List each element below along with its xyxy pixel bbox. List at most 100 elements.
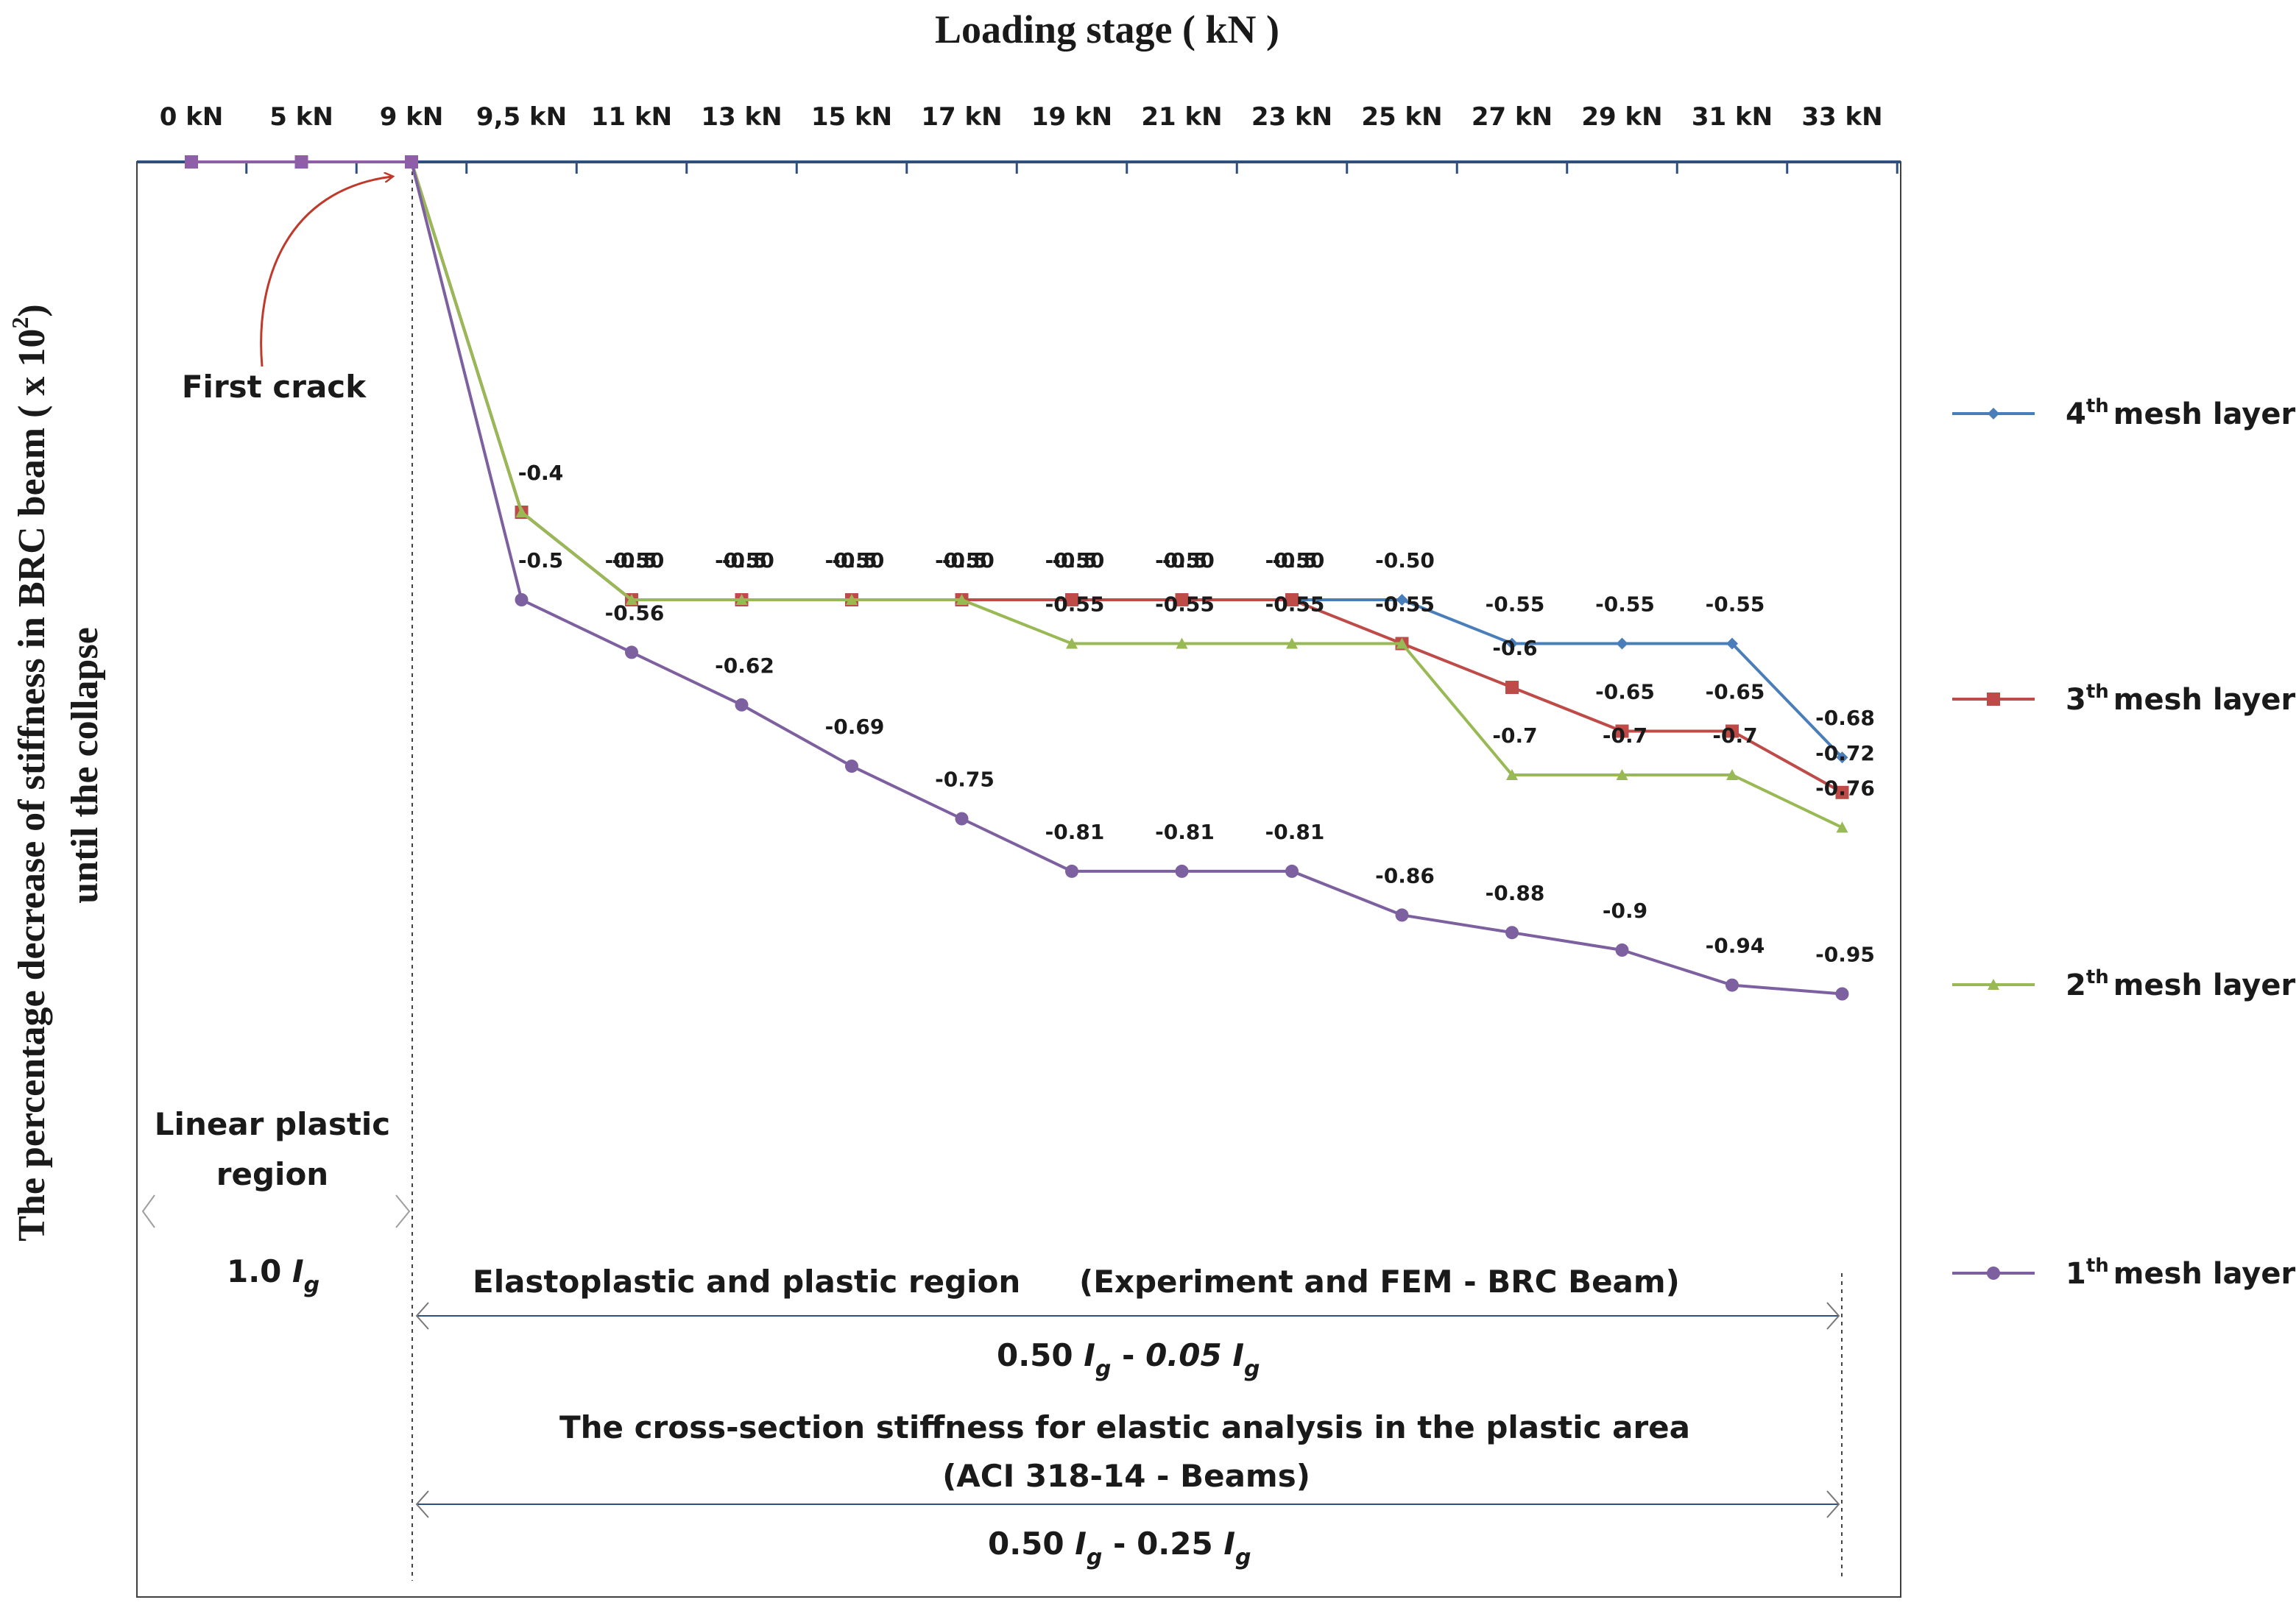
data-point [1616, 637, 1628, 650]
data-label: -0.50 [825, 548, 885, 573]
x-tick-label: 33 kN [1801, 102, 1882, 132]
data-label: -0.55 [1265, 592, 1325, 617]
data-point [1396, 637, 1408, 649]
data-point [626, 594, 637, 605]
data-label: -0.55 [1375, 592, 1435, 617]
data-label: -0.55 [1706, 592, 1765, 617]
data-point [1987, 693, 2000, 706]
data-point [1505, 926, 1519, 940]
data-point [846, 594, 858, 605]
data-label: -0.5 [1272, 548, 1317, 573]
data-label: -0.72 [1815, 741, 1875, 765]
x-tick-label: 5 kN [269, 102, 333, 132]
data-label: -0.50 [1265, 548, 1325, 573]
data-point [515, 506, 528, 517]
data-label: -0.50 [1375, 548, 1435, 573]
x-tick-label: 23 kN [1251, 102, 1332, 132]
plot-area-frame [136, 161, 1901, 1598]
data-point [1176, 637, 1188, 649]
legend-item-1: 1th mesh layer [1952, 1255, 2295, 1291]
data-label: -0.5 [832, 548, 877, 573]
data-point [1395, 908, 1409, 922]
data-label: -0.50 [715, 548, 774, 573]
aci-description: The cross-section stiffness for elastic … [559, 1409, 1690, 1445]
data-label: -0.62 [715, 654, 774, 678]
data-label: -0.81 [1155, 820, 1215, 844]
data-label: -0.5 [832, 548, 877, 573]
data-label: -0.81 [1265, 820, 1325, 844]
legend-label: 1th mesh layer [2066, 1255, 2295, 1291]
data-label: -0.4 [518, 461, 563, 485]
data-point [515, 593, 529, 606]
data-label: -0.95 [1815, 943, 1875, 967]
data-label: -0.4 [518, 461, 563, 485]
data-label: -0.5 [612, 548, 657, 573]
linear-region-span [141, 1194, 411, 1228]
data-point [405, 155, 418, 169]
x-tick-label: 31 kN [1692, 102, 1773, 132]
data-point [1285, 593, 1299, 606]
y-axis-label-line2: until the collapse [64, 627, 106, 904]
linear-region-value: 1.0 Ig [227, 1253, 319, 1298]
data-point [1396, 594, 1408, 606]
x-tick-label: 11 kN [591, 102, 672, 132]
data-label: -0.9 [1603, 899, 1647, 923]
data-label: -0.5 [612, 548, 657, 573]
data-label: -0.7 [1603, 723, 1647, 748]
data-label: -0.76 [1815, 776, 1875, 800]
data-label: -0.55 [1045, 592, 1105, 617]
data-label: -0.86 [1375, 863, 1435, 888]
range2-value: 0.50 Ig - 0.25 Ig [988, 1526, 1251, 1570]
data-point [1835, 987, 1849, 1001]
data-point [1175, 864, 1189, 878]
data-point [1175, 593, 1189, 606]
legend-label: 4th mesh layer [2066, 395, 2295, 431]
series-layer [185, 155, 1849, 1001]
legend-item-4: 4th mesh layer [1952, 395, 2295, 431]
x-tick-label: 25 kN [1361, 102, 1442, 132]
data-label: -0.94 [1706, 934, 1765, 958]
data-label: -0.5 [722, 548, 767, 573]
data-point [845, 759, 858, 773]
legend-label: 3th mesh layer [2066, 681, 2295, 717]
data-point [185, 155, 198, 169]
y-axis-label: The percentage decrease of stiffness in … [7, 304, 53, 1241]
x-tick-label: 29 kN [1581, 102, 1662, 132]
data-point [1615, 724, 1629, 738]
data-point [1066, 637, 1078, 649]
data-label: -0.56 [605, 601, 665, 625]
data-point [1286, 637, 1298, 649]
data-label: -0.65 [1595, 680, 1655, 704]
data-label: -0.5 [518, 548, 563, 573]
linear-region-label-2: region [216, 1156, 328, 1192]
data-label: -0.50 [605, 548, 665, 573]
data-point [1988, 979, 1999, 990]
x-axis-tick-labels: 0 kN 5 kN 9 kN 9,5 kN 11 kN 13 kN 15 kN 17 kN 19… [160, 102, 1883, 132]
range1-value: 0.50 Ig - 0.05 Ig [997, 1337, 1260, 1382]
data-label: -0.69 [825, 715, 885, 739]
series-2 [410, 161, 1848, 833]
data-label: -0.6 [1492, 636, 1537, 660]
data-label: -0.50 [1045, 548, 1105, 573]
x-tick-label: 9,5 kN [476, 102, 567, 132]
data-point [1988, 408, 1999, 419]
series-common [185, 155, 418, 169]
series-line [410, 161, 1843, 829]
x-tick-label: 0 kN [160, 102, 224, 132]
data-point [625, 645, 638, 659]
data-point [955, 812, 969, 826]
data-point [1506, 769, 1518, 780]
data-point [735, 594, 748, 605]
data-label: -0.5 [722, 548, 767, 573]
legend-label: 2th mesh layer [2066, 966, 2295, 1002]
data-label: -0.81 [1045, 820, 1105, 844]
data-point [1616, 769, 1628, 780]
data-point [1725, 978, 1739, 992]
data-point [735, 698, 749, 712]
data-label: -0.68 [1815, 706, 1875, 730]
data-label: -0.55 [1595, 592, 1655, 617]
data-point [1836, 821, 1848, 833]
data-label: -0.5 [1162, 548, 1207, 573]
data-label: -0.50 [935, 548, 995, 573]
